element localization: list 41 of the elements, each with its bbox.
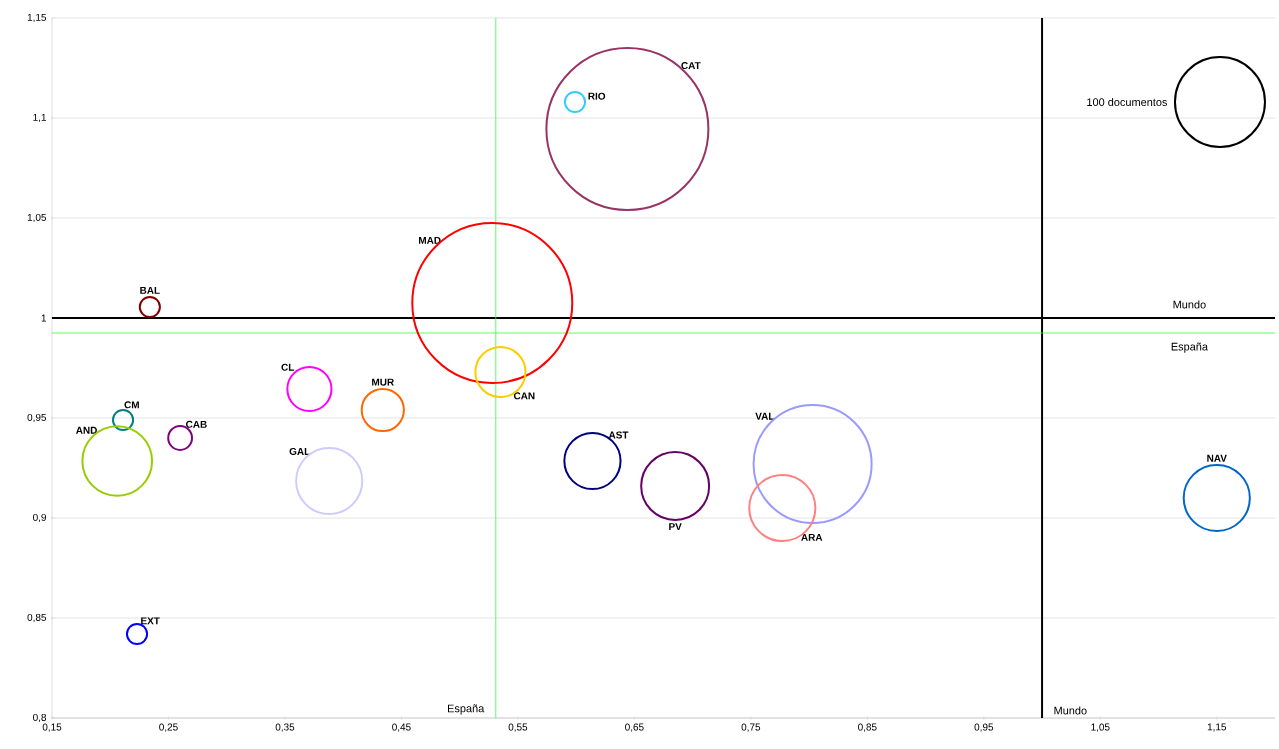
ref-line-label: Mundo bbox=[1173, 300, 1206, 309]
y-tick-label: 0,95 bbox=[27, 413, 47, 423]
series-label: AST bbox=[608, 431, 629, 439]
series-label: MUR bbox=[372, 378, 394, 386]
x-tick-label: 0,95 bbox=[974, 723, 994, 732]
series-label: EXT bbox=[141, 617, 160, 625]
ref-line-label: España bbox=[1171, 342, 1208, 353]
series-label: GAL bbox=[289, 447, 310, 455]
series-label: ARA bbox=[801, 533, 823, 541]
series-label: CAB bbox=[186, 420, 207, 428]
y-tick-label: 0,85 bbox=[27, 613, 47, 623]
text: MAD bbox=[419, 236, 441, 244]
ref-line-label: Mundo bbox=[1054, 706, 1087, 715]
series-label: CM bbox=[124, 401, 139, 409]
series-label: BAL bbox=[140, 286, 160, 294]
x-tick-label: 0,85 bbox=[858, 723, 877, 732]
legend-label: 100 documentos bbox=[1087, 97, 1168, 107]
x-tick-label: 0,45 bbox=[392, 723, 411, 732]
text: CAT bbox=[681, 62, 701, 70]
x-tick-label: 0,15 bbox=[42, 723, 62, 732]
series-label: AND bbox=[75, 426, 97, 434]
y-tick-label: 1,15 bbox=[27, 13, 47, 23]
legend-label: RIO bbox=[588, 92, 606, 100]
x-tick-label: 0,65 bbox=[625, 723, 644, 732]
series-label: CAN bbox=[513, 392, 535, 400]
x-tick-label: 1,05 bbox=[1091, 723, 1110, 732]
y-tick-label: 1,1 bbox=[33, 113, 46, 123]
x-tick-label: 0,55 bbox=[508, 723, 528, 732]
x-tick-label: 0,75 bbox=[741, 723, 761, 732]
x-tick-label: 0,35 bbox=[275, 723, 295, 732]
x-tick-label: 1,15 bbox=[1207, 723, 1227, 732]
y-tick-label: 0,8 bbox=[33, 713, 47, 723]
y-tick-label: 1,05 bbox=[27, 213, 47, 223]
series-label: PV bbox=[669, 523, 682, 531]
x-tick-label: 0,25 bbox=[159, 723, 178, 732]
y-tick-label: 1 bbox=[41, 314, 46, 322]
series-label: VAL bbox=[755, 412, 775, 420]
series-label: NAV bbox=[1207, 454, 1227, 462]
series-label: CL bbox=[281, 363, 295, 371]
y-tick-label: 0,9 bbox=[33, 513, 47, 523]
ref-line-label: España bbox=[448, 704, 485, 715]
